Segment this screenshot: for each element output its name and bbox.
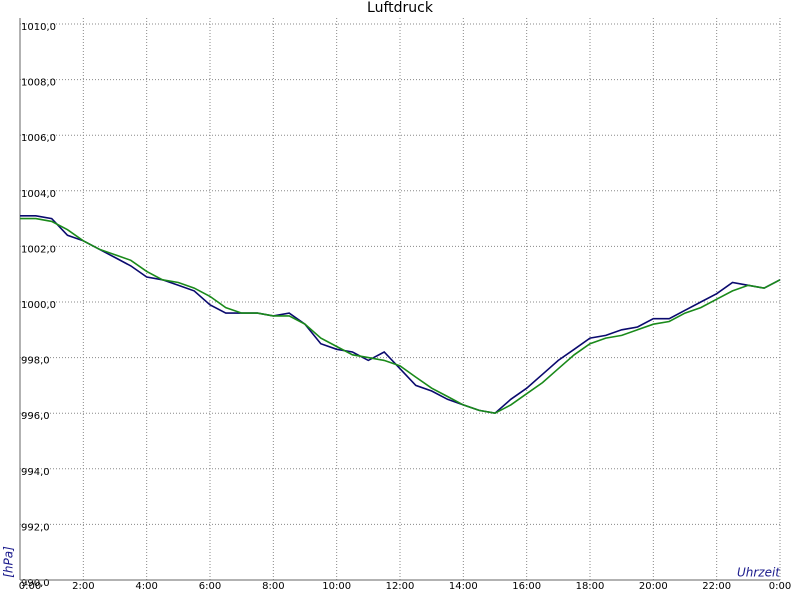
x-tick-label: 8:00 xyxy=(262,581,284,592)
x-axis-label: Uhrzeit xyxy=(737,566,781,580)
y-tick-label: 1010,0 xyxy=(21,22,56,33)
data-line xyxy=(20,217,781,415)
x-tick-label: 10:00 xyxy=(322,581,351,592)
x-tick-label: 2:00 xyxy=(72,581,94,592)
x-tick-label: 0:00 xyxy=(769,581,791,592)
x-tick-label: 22:00 xyxy=(702,581,731,592)
chart-title: Luftdruck xyxy=(367,0,434,16)
x-tick-label: 0:00 xyxy=(19,581,41,592)
y-tick-label: 992,0 xyxy=(21,522,50,533)
y-tick-label: 998,0 xyxy=(21,356,50,367)
x-tick-label: 12:00 xyxy=(386,581,415,592)
y-tick-label: 996,0 xyxy=(21,411,50,422)
y-axis-label: [hPa] xyxy=(2,546,16,578)
x-tick-label: 14:00 xyxy=(449,581,478,592)
y-tick-label: 1008,0 xyxy=(21,78,56,89)
y-tick-label: 1002,0 xyxy=(21,244,56,255)
y-tick-label: 1000,0 xyxy=(21,300,56,311)
y-tick-label: 990,0 xyxy=(21,578,50,589)
y-tick-label: 994,0 xyxy=(21,467,50,478)
x-tick-label: 20:00 xyxy=(639,581,668,592)
y-tick-label: 1004,0 xyxy=(21,189,56,200)
data-line xyxy=(20,215,781,415)
x-tick-label: 4:00 xyxy=(135,581,157,592)
y-tick-label: 1006,0 xyxy=(21,133,56,144)
x-tick-label: 18:00 xyxy=(576,581,605,592)
x-tick-label: 16:00 xyxy=(512,581,541,592)
x-tick-label: 6:00 xyxy=(199,581,221,592)
